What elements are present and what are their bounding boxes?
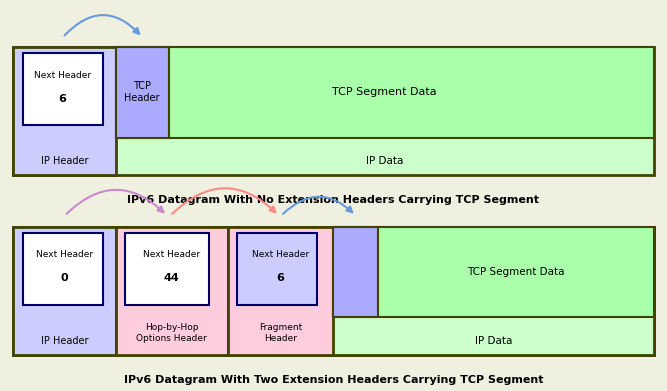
Text: 0: 0 xyxy=(61,273,69,283)
Bar xyxy=(334,227,654,317)
Text: IPv6 Datagram With No Extension Headers Carrying TCP Segment: IPv6 Datagram With No Extension Headers … xyxy=(127,195,540,205)
Bar xyxy=(116,47,169,138)
Text: IP Header: IP Header xyxy=(41,156,88,166)
Bar xyxy=(116,47,654,138)
Bar xyxy=(13,47,116,175)
Text: TCP
Header: TCP Header xyxy=(124,81,160,103)
Text: Next Header: Next Header xyxy=(36,250,93,260)
Bar xyxy=(228,227,334,355)
Text: 6: 6 xyxy=(59,93,67,104)
Text: 44: 44 xyxy=(164,273,179,283)
Text: TCP Segment Data: TCP Segment Data xyxy=(468,267,565,277)
Text: 6: 6 xyxy=(277,273,285,283)
Bar xyxy=(237,233,317,305)
Text: Hop-by-Hop
Options Header: Hop-by-Hop Options Header xyxy=(137,323,207,343)
Text: Next Header: Next Header xyxy=(252,250,309,260)
Text: TCP
Header: TCP Header xyxy=(340,262,372,282)
Text: IP Data: IP Data xyxy=(475,336,512,346)
Bar xyxy=(13,227,654,355)
Bar xyxy=(116,227,228,355)
Text: IP Data: IP Data xyxy=(366,156,404,166)
Bar xyxy=(13,227,116,355)
Bar xyxy=(334,227,378,317)
Bar xyxy=(13,47,654,175)
Text: TCP Segment Data: TCP Segment Data xyxy=(332,87,437,97)
Text: Next Header: Next Header xyxy=(143,250,200,260)
Text: Next Header: Next Header xyxy=(34,70,91,80)
Text: IP Header: IP Header xyxy=(41,336,88,346)
Bar xyxy=(23,233,103,305)
Text: Fragment
Header: Fragment Header xyxy=(259,323,302,343)
Text: IPv6 Datagram With Two Extension Headers Carrying TCP Segment: IPv6 Datagram With Two Extension Headers… xyxy=(124,375,543,385)
Bar xyxy=(334,227,654,355)
Bar xyxy=(23,53,103,125)
Bar xyxy=(125,233,209,305)
